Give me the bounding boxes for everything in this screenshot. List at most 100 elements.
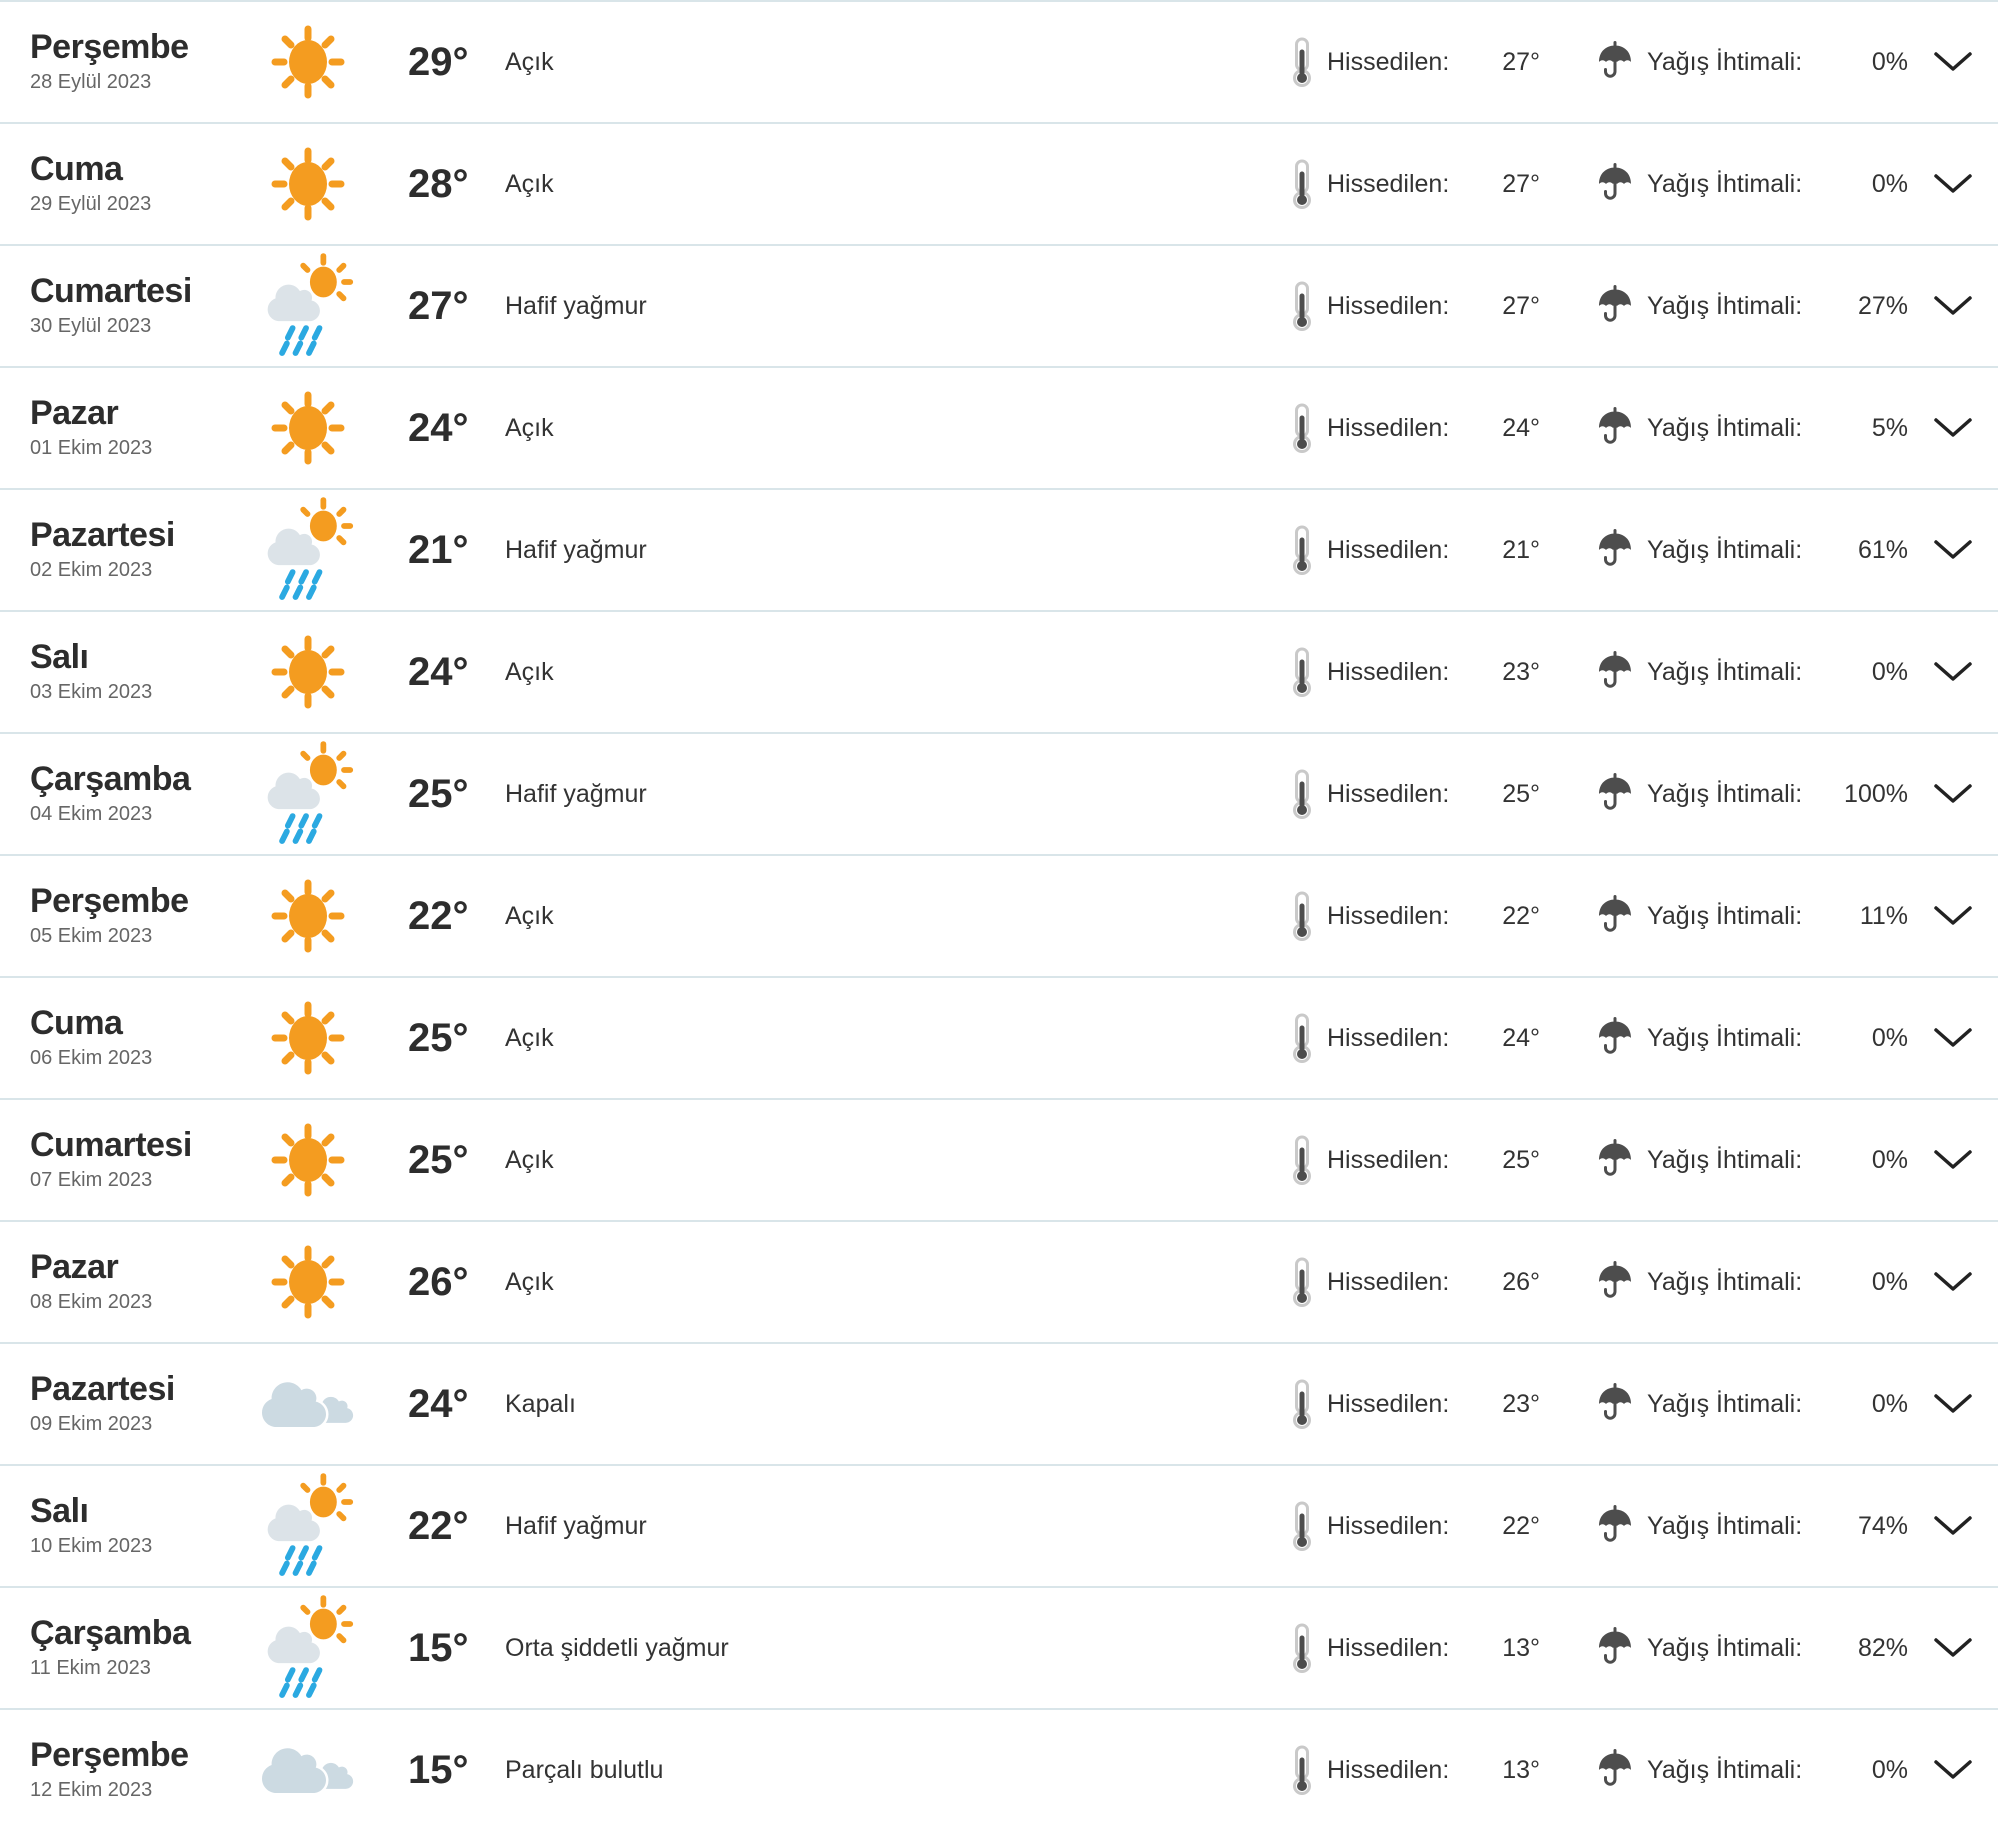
precip-group: Yağış İhtimali: 0% bbox=[1596, 1016, 1908, 1060]
day-date-block: Pazartesi 09 Ekim 2023 bbox=[0, 1371, 250, 1436]
feels-like-label: Hissedilen: bbox=[1327, 1023, 1450, 1052]
condition-text: Orta şiddetli yağmur bbox=[505, 1633, 729, 1662]
precip-value: 0% bbox=[1871, 1267, 1908, 1296]
feels-like-label: Hissedilen: bbox=[1327, 1145, 1450, 1174]
feels-like-group: Hissedilen: 21° bbox=[1290, 525, 1540, 575]
precip-group: Yağış İhtimali: 74% bbox=[1596, 1504, 1908, 1548]
condition-text: Parçalı bulutlu bbox=[505, 1755, 664, 1784]
temperature: 24° bbox=[408, 1381, 469, 1426]
umbrella-icon bbox=[1599, 1139, 1631, 1176]
feels-like-group: Hissedilen: 27° bbox=[1290, 37, 1540, 87]
thermometer-icon bbox=[1293, 1013, 1311, 1063]
weather-icon-slot bbox=[250, 1373, 365, 1435]
thermometer-icon bbox=[1293, 1623, 1311, 1673]
weather-icon-slot bbox=[250, 1473, 365, 1579]
condition-text: Hafif yağmur bbox=[505, 291, 647, 320]
precip-label: Yağış İhtimali: bbox=[1647, 1389, 1803, 1418]
precip-value: 0% bbox=[1871, 657, 1908, 686]
chevron-down-icon[interactable] bbox=[1932, 904, 1974, 928]
feels-like-label: Hissedilen: bbox=[1327, 1633, 1450, 1662]
expand-control bbox=[1908, 294, 1998, 318]
chevron-down-icon[interactable] bbox=[1932, 660, 1974, 684]
precip-label: Yağış İhtimali: bbox=[1647, 169, 1803, 198]
temperature: 15° bbox=[408, 1747, 469, 1792]
forecast-row[interactable]: Cumartesi 30 Eylül 2023 bbox=[0, 244, 1998, 366]
chevron-down-icon[interactable] bbox=[1932, 172, 1974, 196]
forecast-row[interactable]: Perşembe 12 Ekim 2023 15° Parçalı bulutl… bbox=[0, 1708, 1998, 1830]
chevron-down-icon[interactable] bbox=[1932, 1636, 1974, 1660]
forecast-row[interactable]: Cuma 06 Ekim 2023 25° Açık bbox=[0, 976, 1998, 1098]
chevron-down-icon[interactable] bbox=[1932, 1392, 1974, 1416]
date-label: 06 Ekim 2023 bbox=[30, 1046, 153, 1069]
day-name: Perşembe bbox=[30, 1736, 189, 1775]
weather-icon-slot bbox=[250, 253, 365, 359]
forecast-row[interactable]: Salı 10 Ekim 2023 bbox=[0, 1464, 1998, 1586]
day-name: Perşembe bbox=[30, 882, 189, 921]
chevron-down-icon[interactable] bbox=[1932, 1270, 1974, 1294]
forecast-row[interactable]: Perşembe 05 Ekim 2023 22° Açık bbox=[0, 854, 1998, 976]
feels-like-value: 22° bbox=[1502, 1511, 1540, 1540]
precip-label: Yağış İhtimali: bbox=[1647, 657, 1803, 686]
forecast-row[interactable]: Cumartesi 07 Ekim 2023 25° Açık bbox=[0, 1098, 1998, 1220]
day-name: Cumartesi bbox=[30, 1126, 192, 1165]
forecast-row[interactable]: Çarşamba 04 Ekim 2023 bbox=[0, 732, 1998, 854]
sun-icon bbox=[271, 25, 344, 99]
umbrella-icon bbox=[1599, 1749, 1631, 1786]
day-date-block: Salı 10 Ekim 2023 bbox=[0, 1492, 250, 1558]
day-date-block: Cuma 29 Eylül 2023 bbox=[0, 151, 250, 216]
sun-cloud-rain-icon bbox=[265, 497, 353, 600]
weather-icon-slot bbox=[250, 1116, 365, 1204]
date-label: 12 Ekim 2023 bbox=[30, 1778, 153, 1801]
precip-label: Yağış İhtimali: bbox=[1647, 779, 1803, 808]
forecast-row[interactable]: Pazartesi 09 Ekim 2023 24° Kapalı Hissed bbox=[0, 1342, 1998, 1464]
forecast-row[interactable]: Pazar 01 Ekim 2023 24° Açık bbox=[0, 366, 1998, 488]
chevron-down-icon[interactable] bbox=[1932, 1758, 1974, 1782]
feels-like-value: 27° bbox=[1502, 47, 1540, 76]
umbrella-icon bbox=[1599, 1017, 1631, 1054]
weather-icon-slot bbox=[250, 741, 365, 847]
chevron-down-icon[interactable] bbox=[1932, 1148, 1974, 1172]
umbrella-icon bbox=[1599, 285, 1631, 322]
forecast-row[interactable]: Perşembe 28 Eylül 2023 29° Açık bbox=[0, 0, 1998, 122]
day-name: Salı bbox=[30, 1492, 89, 1531]
forecast-row[interactable]: Çarşamba 11 Ekim 2023 bbox=[0, 1586, 1998, 1708]
chevron-down-icon[interactable] bbox=[1932, 1514, 1974, 1538]
forecast-row[interactable]: Pazartesi 02 Ekim 2023 bbox=[0, 488, 1998, 610]
chevron-down-icon[interactable] bbox=[1932, 538, 1974, 562]
temperature: 24° bbox=[408, 405, 469, 450]
expand-control bbox=[1908, 50, 1998, 74]
condition-text: Hafif yağmur bbox=[505, 1511, 647, 1540]
precip-group: Yağış İhtimali: 11% bbox=[1596, 894, 1908, 938]
day-date-block: Cumartesi 30 Eylül 2023 bbox=[0, 273, 250, 338]
forecast-row[interactable]: Pazar 08 Ekim 2023 26° Açık bbox=[0, 1220, 1998, 1342]
clouds-icon bbox=[261, 1379, 353, 1430]
feels-like-label: Hissedilen: bbox=[1327, 1267, 1450, 1296]
feels-like-value: 23° bbox=[1502, 657, 1540, 686]
feels-like-value: 27° bbox=[1502, 169, 1540, 198]
forecast-row[interactable]: Salı 03 Ekim 2023 24° Açık bbox=[0, 610, 1998, 732]
umbrella-icon bbox=[1599, 1505, 1631, 1542]
chevron-down-icon[interactable] bbox=[1932, 782, 1974, 806]
precip-label: Yağış İhtimali: bbox=[1647, 413, 1803, 442]
precip-label: Yağış İhtimali: bbox=[1647, 291, 1803, 320]
chevron-down-icon[interactable] bbox=[1932, 1026, 1974, 1050]
forecast-row[interactable]: Cuma 29 Eylül 2023 28° Açık bbox=[0, 122, 1998, 244]
thermometer-icon bbox=[1293, 1745, 1311, 1795]
feels-like-value: 22° bbox=[1502, 901, 1540, 930]
temperature: 25° bbox=[408, 771, 469, 816]
precip-group: Yağış İhtimali: 0% bbox=[1596, 1260, 1908, 1304]
condition-text: Açık bbox=[505, 901, 554, 930]
weather-icon-slot bbox=[250, 1595, 365, 1701]
sun-icon bbox=[271, 1001, 344, 1075]
feels-like-group: Hissedilen: 25° bbox=[1290, 1135, 1540, 1185]
day-name: Çarşamba bbox=[30, 760, 191, 799]
condition-text: Hafif yağmur bbox=[505, 779, 647, 808]
date-label: 03 Ekim 2023 bbox=[30, 680, 153, 703]
chevron-down-icon[interactable] bbox=[1932, 50, 1974, 74]
chevron-down-icon[interactable] bbox=[1932, 416, 1974, 440]
temperature: 25° bbox=[408, 1137, 469, 1182]
date-label: 11 Ekim 2023 bbox=[30, 1656, 151, 1679]
feels-like-label: Hissedilen: bbox=[1327, 535, 1450, 564]
chevron-down-icon[interactable] bbox=[1932, 294, 1974, 318]
